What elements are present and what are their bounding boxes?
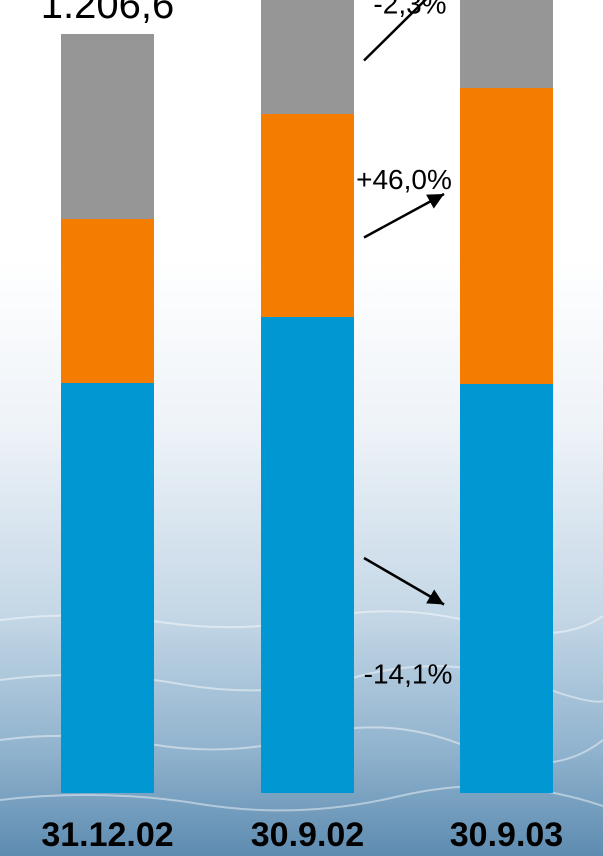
category-label: 31.12.02 bbox=[41, 816, 173, 854]
arrow-head-icon bbox=[426, 589, 444, 605]
arrow-head-icon bbox=[426, 194, 444, 209]
bar-segment-30.9.03-series-0 bbox=[460, 384, 553, 793]
bar-segment-31.12.02-series-1 bbox=[61, 219, 154, 383]
change-annotation-label: -14,1% bbox=[364, 659, 453, 690]
bar-segment-30.9.03-series-1 bbox=[460, 88, 553, 384]
bar-segment-30.9.02-series-1 bbox=[261, 114, 354, 317]
change-arrow bbox=[363, 0, 428, 62]
bar-segment-31.12.02-series-2 bbox=[61, 34, 154, 219]
bar-segment-30.9.03-series-2 bbox=[460, 0, 553, 88]
change-annotation-label: +46,0% bbox=[356, 164, 452, 195]
category-label: 30.9.02 bbox=[251, 816, 364, 854]
bar-segment-31.12.02-series-0 bbox=[61, 383, 154, 793]
category-label: 30.9.03 bbox=[450, 816, 563, 854]
bar-segment-30.9.02-series-0 bbox=[261, 317, 354, 793]
bar-total-label: 1.206,6 bbox=[41, 0, 174, 27]
change-annotation-label: -2,3% bbox=[373, 0, 446, 20]
bar-segment-30.9.02-series-2 bbox=[261, 0, 354, 114]
